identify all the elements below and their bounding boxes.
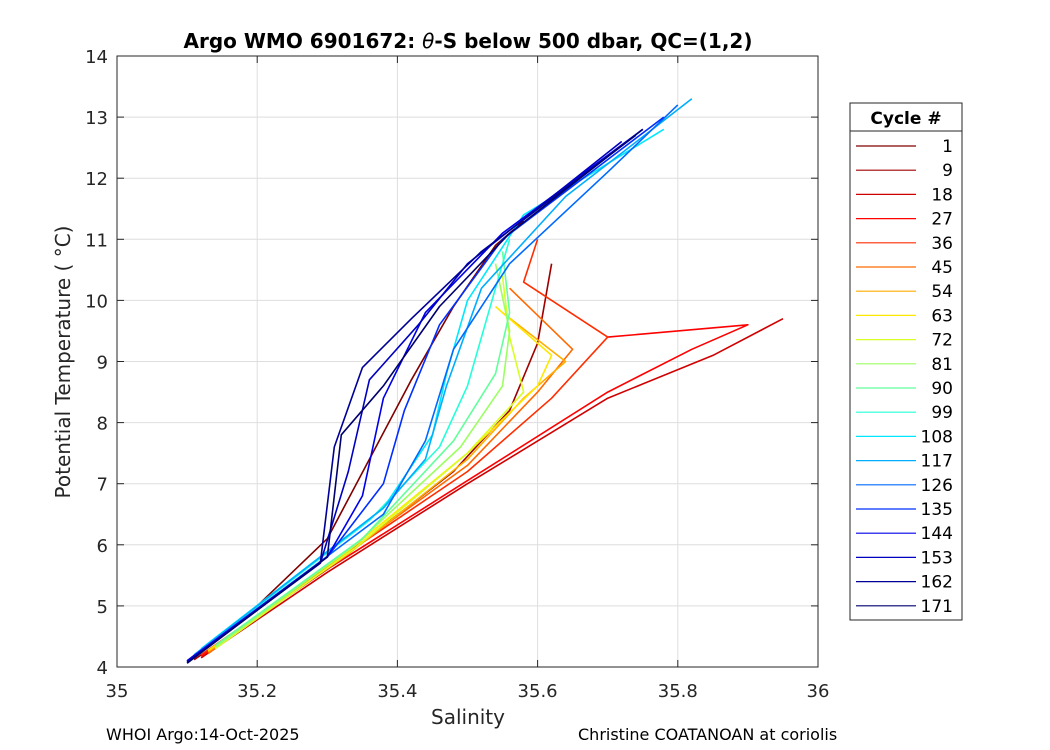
legend-label-171: 171 xyxy=(921,597,953,617)
series-line-cycle-90 xyxy=(214,251,511,647)
series-line-cycle-171 xyxy=(186,128,644,664)
legend-label-63: 63 xyxy=(931,306,953,326)
y-tick-label: 13 xyxy=(85,108,108,129)
y-tick-label: 4 xyxy=(97,658,108,679)
legend-label-135: 135 xyxy=(921,500,953,520)
legend-label-72: 72 xyxy=(931,331,953,351)
series-lines xyxy=(186,98,784,664)
footer-date: WHOI Argo:14-Oct-2025 xyxy=(106,725,300,744)
legend-label-9: 9 xyxy=(942,161,953,181)
legend-label-45: 45 xyxy=(931,258,953,278)
legend-box xyxy=(849,102,963,621)
legend-label-90: 90 xyxy=(931,379,953,399)
x-tick-label: 35.8 xyxy=(658,681,698,702)
series-line-cycle-18 xyxy=(200,317,784,659)
legend-label-144: 144 xyxy=(921,524,953,544)
legend-label-126: 126 xyxy=(921,476,953,496)
x-tick-label: 36 xyxy=(807,681,830,702)
chart-title-prefix: Argo WMO 6901672: xyxy=(184,29,423,53)
series-line-cycle-99 xyxy=(207,239,511,646)
legend-title: Cycle # xyxy=(870,109,941,129)
y-tick-label: 8 xyxy=(97,414,108,435)
legend-label-1: 1 xyxy=(942,137,953,157)
y-tick-label: 11 xyxy=(85,230,108,251)
x-tick-label: 35.6 xyxy=(518,681,558,702)
chart-title: Argo WMO 6901672: θ-S below 500 dbar, QC… xyxy=(184,29,753,53)
y-tick-label: 7 xyxy=(97,475,108,496)
legend-label-54: 54 xyxy=(931,282,953,302)
legend-label-99: 99 xyxy=(931,403,953,423)
footer-credit: Christine COATANOAN at coriolis xyxy=(578,725,838,744)
legend-label-27: 27 xyxy=(931,210,953,230)
y-tick-label: 12 xyxy=(85,169,108,190)
legend-items: 1 9 18 27 36 45 54 63 72 81 90 99 108 117 126 135 144 153… xyxy=(856,137,953,617)
legend-label-18: 18 xyxy=(931,185,953,205)
y-axis-label: Potential Temperature ( °C) xyxy=(51,226,75,499)
y-tick-label: 10 xyxy=(85,291,108,312)
y-tick-label: 9 xyxy=(97,353,108,374)
y-tick-label: 6 xyxy=(97,536,108,557)
chart-title-suffix: -S below 500 dbar, QC=(1,2) xyxy=(434,29,752,53)
x-tick-label: 35.2 xyxy=(237,681,277,702)
x-axis-label: Salinity xyxy=(431,705,505,729)
x-tick-label: 35 xyxy=(106,681,129,702)
x-tick-label: 35.4 xyxy=(377,681,417,702)
legend: Cycle # 19182736455463728190991081171261… xyxy=(849,102,963,621)
axis-ticks: 35 35.2 35.4 35.6 35.8 36 4 5 6 7 8 9 10 11 12 13 14 xyxy=(85,47,829,702)
legend-label-153: 153 xyxy=(921,548,953,568)
legend-label-162: 162 xyxy=(921,573,953,593)
legend-label-36: 36 xyxy=(931,234,953,254)
series-line-cycle-126 xyxy=(186,104,679,662)
y-tick-label: 14 xyxy=(85,47,108,68)
legend-label-108: 108 xyxy=(921,427,953,447)
legend-label-117: 117 xyxy=(921,452,953,472)
series-line-cycle-117 xyxy=(193,98,693,656)
chart-title-symbol: θ xyxy=(422,29,434,53)
legend-label-81: 81 xyxy=(931,355,953,375)
y-tick-label: 5 xyxy=(97,597,108,618)
